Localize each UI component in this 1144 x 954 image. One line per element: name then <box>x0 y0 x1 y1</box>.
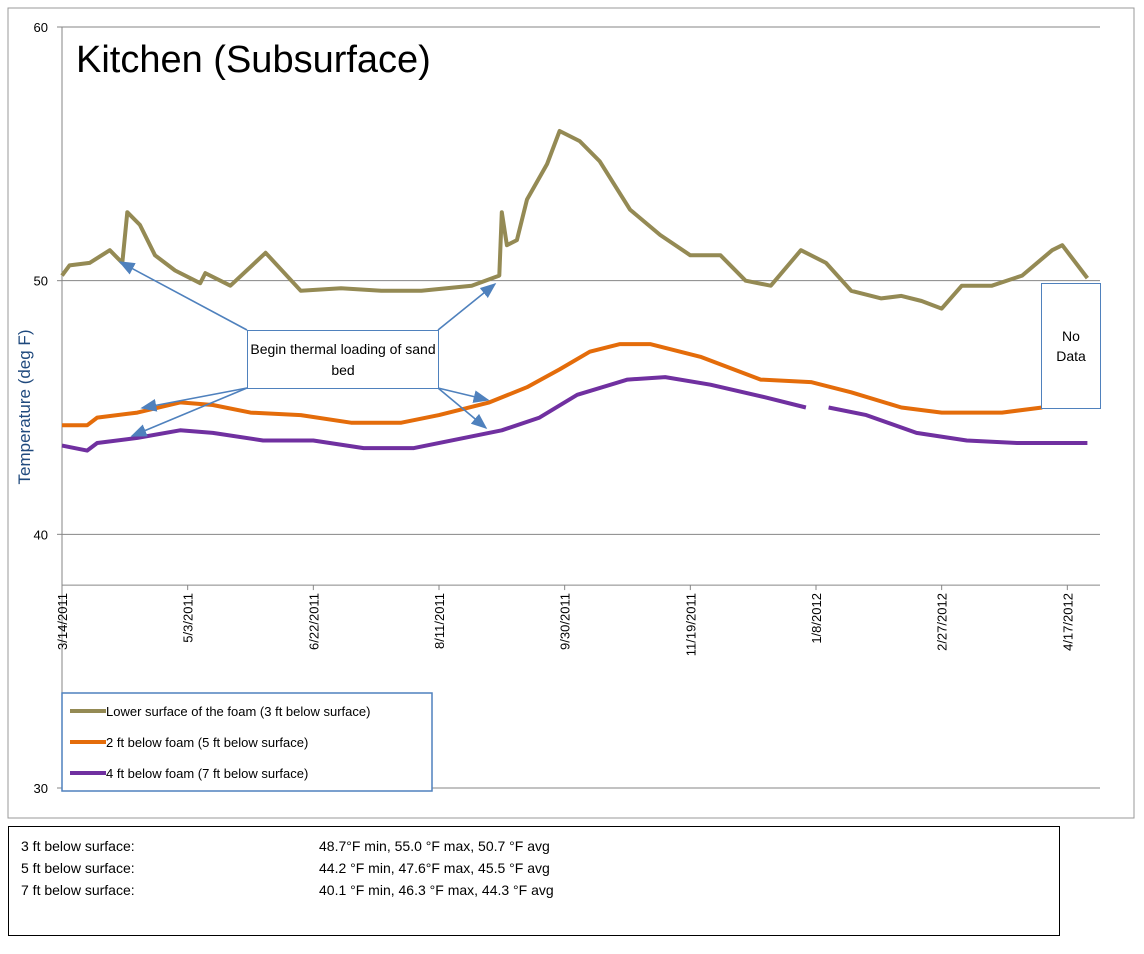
y-tick-label: 30 <box>34 781 48 796</box>
y-tick-label: 60 <box>34 20 48 35</box>
summary-row: 3 ft below surface: 48.7°F min, 55.0 °F m… <box>9 835 1059 857</box>
summary-cell: 48.7°F min, 55.0 °F max, 50.7 °F avg <box>319 838 550 854</box>
summary-cell: 3 ft below surface: <box>21 838 135 854</box>
summary-cell: 44.2 °F min, 47.6°F max, 45.5 °F avg <box>319 860 550 876</box>
legend-label: 2 ft below foam (5 ft below surface) <box>106 735 308 750</box>
summary-row: 7 ft below surface: 40.1 °F min, 46.3 °F … <box>9 879 1059 901</box>
annotation: Begin thermal loading of sand bed <box>247 330 439 389</box>
legend-box <box>61 692 433 792</box>
summary-cell: 40.1 °F min, 46.3 °F max, 44.3 °F avg <box>319 882 554 898</box>
x-tick-label: 11/19/2011 <box>683 593 698 656</box>
chart: Kitchen (Subsurface) Temperature (deg F)… <box>7 7 1135 819</box>
y-axis-label: Temperature (deg F) <box>15 330 34 485</box>
data-line <box>60 129 1089 311</box>
x-tick-label: 5/3/2011 <box>181 593 196 643</box>
data-line <box>62 342 1043 428</box>
legend-label: 4 ft below foam (7 ft below surface) <box>106 766 308 781</box>
x-tick-label: 9/30/2011 <box>558 593 573 650</box>
summary-table: 3 ft below surface: 48.7°F min, 55.0 °F m… <box>8 826 1060 936</box>
annotation-arrows <box>118 261 497 437</box>
legend-label: Lower surface of the foam (3 ft below su… <box>106 704 370 719</box>
x-tick-label: 6/22/2011 <box>306 593 321 650</box>
chart-title: Kitchen (Subsurface) <box>76 39 431 81</box>
data-line <box>61 375 1088 453</box>
x-tick-label: 1/8/2012 <box>809 593 824 644</box>
x-tick-label: 4/17/2012 <box>1060 593 1075 651</box>
y-tick-label: 40 <box>34 527 48 542</box>
summary-row: 5 ft below surface: 44.2 °F min, 47.6°F m… <box>9 857 1059 879</box>
x-tick-label: 2/27/2012 <box>935 593 950 651</box>
annotation: No Data <box>1041 283 1101 409</box>
legend: Lower surface of the foam (3 ft below su… <box>61 692 433 792</box>
summary-cell: 5 ft below surface: <box>21 860 135 876</box>
summary-cell: 7 ft below surface: <box>21 882 135 898</box>
x-tick-label: 8/11/2011 <box>432 593 447 649</box>
y-tick-label: 50 <box>34 274 48 289</box>
x-tick-label: 3/14/2011 <box>55 593 70 650</box>
